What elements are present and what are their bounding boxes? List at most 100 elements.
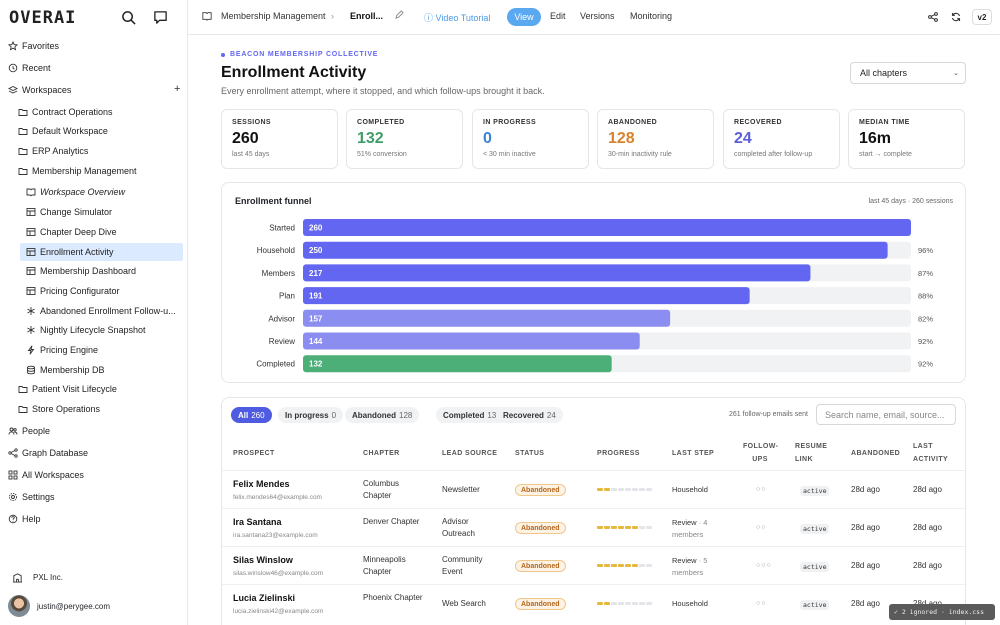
column-header-progress[interactable]: PROGRESS <box>597 450 640 457</box>
sidebar-item-label: Store Operations <box>32 404 101 414</box>
filter-chip-all[interactable]: All 260 <box>231 407 272 423</box>
funnel-value-label: 157 <box>309 314 323 323</box>
org-switcher[interactable]: PXL Inc. <box>12 572 63 583</box>
column-header-chapter[interactable]: CHAPTER <box>363 450 400 457</box>
chat-icon[interactable] <box>153 10 169 26</box>
chapter-select[interactable]: All chapters ⌄ <box>850 62 966 84</box>
lead-source-cell: Community Event <box>442 555 483 576</box>
sidebar-item-contract-operations[interactable]: Contract Operations <box>18 103 183 121</box>
chip-label: Abandoned <box>352 410 396 420</box>
filter-chip-abandoned[interactable]: Abandoned 128 <box>345 407 420 423</box>
resume-link-badge[interactable]: active <box>800 486 830 496</box>
sidebar-item-chapter-deep-dive[interactable]: Chapter Deep Dive <box>26 223 183 241</box>
resume-link-badge[interactable]: active <box>800 562 830 572</box>
table-row[interactable]: Ira Santana ira.santana23@example.com Denv… <box>222 508 965 546</box>
table-row[interactable]: Lucia Zielinski lucia.zielinski42@example… <box>222 584 965 622</box>
funnel-bar-household[interactable] <box>303 241 888 259</box>
sidebar-item-store-operations[interactable]: Store Operations <box>18 400 183 418</box>
version-badge[interactable]: v2 <box>972 9 992 25</box>
resume-link-badge[interactable]: active <box>800 524 830 534</box>
sidebar-item-help[interactable]: Help <box>8 510 183 528</box>
sidebar-item-membership-dashboard[interactable]: Membership Dashboard <box>26 262 183 280</box>
filter-chip-completed[interactable]: Completed 132 <box>436 407 508 423</box>
column-header-last-step[interactable]: LAST STEP <box>672 450 715 457</box>
search-input[interactable] <box>816 404 956 425</box>
table-row[interactable]: Felix Mendes felix.mendes64@example.com Co… <box>222 470 965 508</box>
sidebar-item-membership-management[interactable]: Membership Management <box>18 162 183 180</box>
add-workspace-icon[interactable]: + <box>174 83 181 95</box>
table-row[interactable]: Silas Winslow silas.winslow46@example.com… <box>222 546 965 584</box>
column-header-lead-source[interactable]: LEAD SOURCE <box>442 450 498 457</box>
sidebar-item-workspace-overview[interactable]: Workspace Overview <box>26 183 183 201</box>
share-icon[interactable] <box>928 12 938 24</box>
resume-link-badge[interactable]: active <box>800 600 830 610</box>
status-badge: Abandoned <box>515 522 566 534</box>
sidebar-item-pricing-engine[interactable]: Pricing Engine <box>26 341 183 359</box>
sidebar-item-membership-db[interactable]: Membership DB <box>26 361 183 379</box>
prospect-name[interactable]: Felix Mendes <box>233 479 290 489</box>
column-header-abandoned[interactable]: ABANDONED <box>851 450 901 457</box>
clock-icon <box>8 63 18 73</box>
video-tutorial-link[interactable]: ⓘ Video Tutorial <box>424 11 490 24</box>
sidebar-item-enrollment-activity[interactable]: Enrollment Activity <box>20 243 183 261</box>
funnel-bar-completed[interactable] <box>303 355 612 373</box>
stat-label: IN PROGRESS <box>483 119 537 126</box>
sidebar-item-all-workspaces[interactable]: All Workspaces <box>8 466 183 484</box>
bolt-icon <box>27 345 35 355</box>
stat-sub: start → complete <box>859 151 912 158</box>
sidebar-item-pricing-configurator[interactable]: Pricing Configurator <box>26 282 183 300</box>
tab-view[interactable]: View <box>507 8 541 26</box>
sidebar-item-workspaces[interactable]: Workspaces <box>8 81 183 99</box>
workflow-icon <box>27 326 35 334</box>
filter-chip-in-progress[interactable]: In progress 0 <box>278 407 344 423</box>
sidebar-item-settings[interactable]: Settings <box>8 488 183 506</box>
funnel-bar-advisor[interactable] <box>303 309 671 327</box>
funnel-bar-members[interactable] <box>303 264 811 282</box>
sidebar-item-nightly-lifecycle-snapshot[interactable]: Nightly Lifecycle Snapshot <box>26 321 183 339</box>
tab-versions[interactable]: Versions <box>580 11 615 21</box>
sidebar-item-abandoned-enrollment-follow-u[interactable]: Abandoned Enrollment Follow-u... <box>26 302 183 320</box>
sidebar-item-default-workspace[interactable]: Default Workspace <box>18 122 183 140</box>
sidebar: OVERAI Favorites Recent Workspaces Contract… <box>0 0 188 625</box>
sidebar-item-label: Workspaces <box>22 85 72 95</box>
column-header-status[interactable]: STATUS <box>515 450 545 457</box>
funnel-bar-started[interactable] <box>303 219 911 236</box>
sidebar-item-people[interactable]: People <box>8 422 183 440</box>
column-header-resume-link[interactable]: RESUME LINK <box>795 443 828 463</box>
sidebar-item-change-simulator[interactable]: Change Simulator <box>26 203 183 221</box>
column-header-prospect[interactable]: PROSPECT <box>233 450 275 457</box>
refresh-icon[interactable] <box>951 12 961 24</box>
funnel-value-label: 250 <box>309 246 323 255</box>
filter-chip-recovered[interactable]: Recovered 24 <box>496 407 563 423</box>
chip-label: Recovered <box>503 410 544 420</box>
sidebar-item-patient-visit-lifecycle[interactable]: Patient Visit Lifecycle <box>18 380 183 398</box>
funnel-meta: last 45 days · 260 sessions <box>868 198 953 205</box>
funnel-bar-plan[interactable] <box>303 287 750 305</box>
progress-bar <box>597 526 652 529</box>
user-menu[interactable]: justin@perygee.com <box>8 595 110 617</box>
sidebar-item-label: Graph Database <box>22 448 89 458</box>
sidebar-item-label: Favorites <box>22 41 60 51</box>
prospect-name[interactable]: Ira Santana <box>233 517 282 527</box>
tab-edit[interactable]: Edit <box>550 11 566 21</box>
sidebar-item-label: Recent <box>22 63 51 73</box>
last-step-detail: · 5 members <box>672 556 708 577</box>
sidebar-item-favorites[interactable]: Favorites <box>8 37 183 55</box>
column-header-last-activity[interactable]: LAST ACTIVITY <box>913 443 949 463</box>
stat-sub: 51% conversion <box>357 151 407 158</box>
stat-sub: 30-min inactivity rule <box>608 151 672 158</box>
sidebar-item-graph-database[interactable]: Graph Database <box>8 444 183 462</box>
funnel-bar-review[interactable] <box>303 332 640 350</box>
search-icon[interactable] <box>121 10 137 26</box>
funnel-chart: Started 260 Household 250 96% Members 217 87% Pl… <box>256 219 933 373</box>
prospect-name[interactable]: Lucia Zielinski <box>233 593 296 603</box>
sidebar-item-recent[interactable]: Recent <box>8 59 183 77</box>
video-tutorial-label: Video Tutorial <box>435 13 491 23</box>
progress-bar <box>597 602 652 605</box>
pencil-icon[interactable] <box>395 10 404 21</box>
column-header-follow-ups[interactable]: FOLLOW-UPS <box>743 443 779 463</box>
sidebar-item-erp-analytics[interactable]: ERP Analytics <box>18 142 183 160</box>
prospect-name[interactable]: Silas Winslow <box>233 555 293 565</box>
breadcrumb-parent[interactable]: Membership Management <box>221 11 326 21</box>
tab-monitoring[interactable]: Monitoring <box>630 11 673 21</box>
